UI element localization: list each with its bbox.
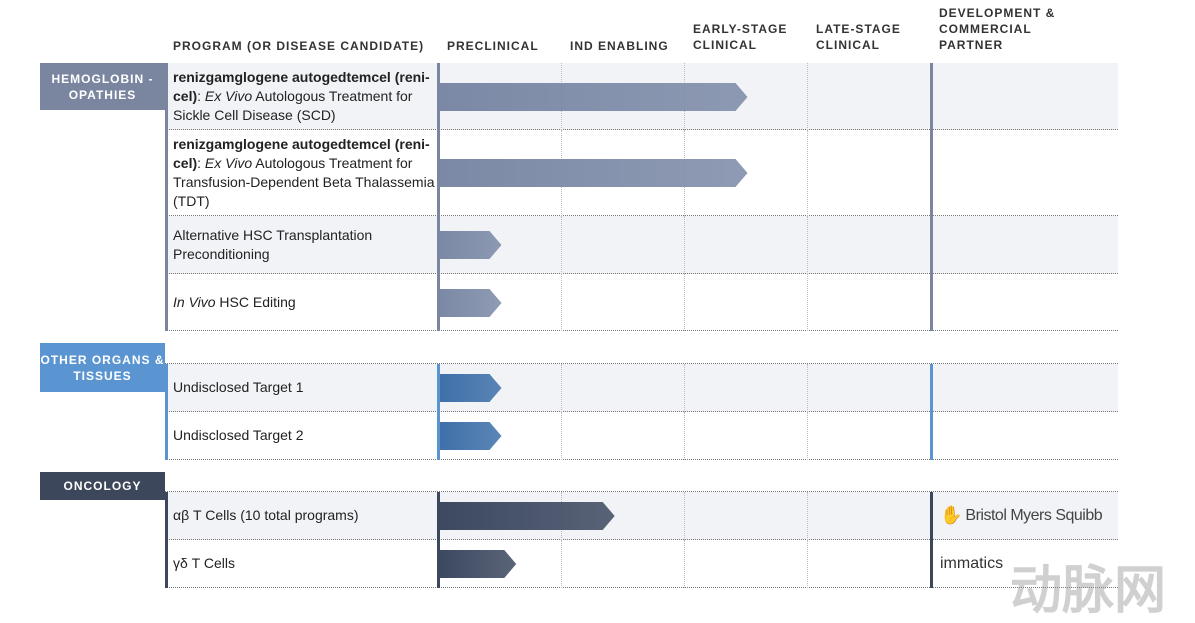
grid-line (807, 540, 809, 588)
header-ind-enabling: IND ENABLING (570, 39, 669, 53)
section-label: OTHER ORGANS & TISSUES (40, 343, 165, 392)
progress-arrow (440, 502, 615, 530)
pipeline-row: renizgamglogene autogedtemcel (reni-cel)… (165, 130, 1118, 216)
program-text: Autologous Treatment for Transfusion-Dep… (173, 154, 435, 209)
program-text: Alternative HSC Transplantation Precondi… (173, 226, 373, 262)
progress-arrow (440, 159, 748, 187)
column-border (437, 364, 440, 460)
program-text: αβ T Cells (10 total programs) (173, 507, 359, 523)
progress-arrow (440, 422, 502, 450)
pipeline-row: Undisclosed Target 1 (165, 364, 1118, 412)
divider (165, 363, 1118, 364)
column-border (165, 364, 168, 460)
column-border (930, 364, 933, 460)
partner-logo: immatics (940, 540, 1003, 587)
program-italic: Ex Vivo (204, 87, 253, 104)
progress-arrow (440, 82, 748, 111)
grid-line (684, 412, 686, 460)
grid-line (561, 364, 563, 412)
program-text: γδ T Cells (173, 555, 235, 571)
grid-line (684, 216, 686, 274)
program-name: Undisclosed Target 2 (173, 412, 438, 459)
grid-line (807, 216, 809, 274)
grid-line (561, 412, 563, 460)
program-text: Undisclosed Target 1 (173, 379, 304, 395)
progress-arrow (440, 374, 502, 402)
pipeline-row: γδ T Cells immatics (165, 540, 1118, 588)
grid-line (561, 540, 563, 588)
grid-line (807, 63, 809, 130)
watermark: 动脉网 (1010, 562, 1167, 620)
pipeline-row: Undisclosed Target 2 (165, 412, 1118, 460)
header-preclinical: PRECLINICAL (447, 39, 539, 53)
program-name: Undisclosed Target 1 (173, 364, 438, 411)
grid-line (684, 364, 686, 412)
program-name: renizgamglogene autogedtemcel (reni-cel)… (173, 63, 438, 129)
bms-hand-icon: ✋ (940, 505, 963, 525)
partner-logo: ✋ Bristol Myers Squibb (940, 492, 1103, 539)
program-name: αβ T Cells (10 total programs) (173, 492, 438, 539)
header-program: PROGRAM (OR DISEASE CANDIDATE) (173, 39, 425, 53)
program-italic: Ex Vivo (204, 154, 253, 171)
column-border (437, 63, 440, 331)
header-partner: DEVELOPMENT & COMMERCIAL PARTNER (939, 6, 1056, 52)
grid-line (684, 492, 686, 540)
column-border (930, 63, 933, 331)
program-name: Alternative HSC Transplantation Precondi… (173, 216, 438, 273)
grid-line (561, 274, 563, 331)
partner-name: immatics (940, 554, 1004, 572)
column-border (165, 63, 168, 331)
program-name: γδ T Cells (173, 540, 438, 587)
grid-line (807, 274, 809, 331)
progress-arrow (440, 288, 502, 317)
grid-line (807, 364, 809, 412)
program-text: HSC Editing (215, 293, 296, 310)
program-name: renizgamglogene autogedtemcel (reni-cel)… (173, 130, 438, 215)
grid-line (807, 412, 809, 460)
program-italic: In Vivo (173, 293, 216, 310)
program-sep: : (197, 87, 205, 104)
column-border (930, 492, 933, 588)
program-bold: renizgamglogene autogedtemcel (reni-cel) (173, 135, 430, 171)
column-border (437, 492, 440, 588)
column-border (165, 492, 168, 588)
header-late-stage: LATE-STAGE CLINICAL (816, 22, 901, 52)
program-bold: renizgamglogene autogedtemcel (reni-cel) (173, 68, 430, 104)
divider (165, 491, 1118, 492)
program-sep: : (197, 154, 205, 171)
section-label: HEMOGLOBIN -OPATHIES (40, 63, 165, 110)
pipeline-row: αβ T Cells (10 total programs) ✋ Bristol M… (165, 492, 1118, 540)
grid-line (561, 216, 563, 274)
progress-arrow (440, 550, 517, 578)
program-text: Undisclosed Target 2 (173, 427, 304, 443)
partner-name: Bristol Myers Squibb (965, 506, 1103, 524)
grid-line (684, 274, 686, 331)
program-text: Autologous Treatment for Sickle Cell Dis… (173, 87, 413, 123)
grid-line (807, 130, 809, 216)
section-label: ONCOLOGY (40, 472, 165, 500)
pipeline-row: In Vivo HSC Editing (165, 274, 1118, 331)
grid-line (684, 540, 686, 588)
pipeline-row: renizgamglogene autogedtemcel (reni-cel)… (165, 63, 1118, 130)
program-name: In Vivo HSC Editing (173, 274, 438, 330)
progress-arrow (440, 231, 502, 259)
grid-line (807, 492, 809, 540)
pipeline-row: Alternative HSC Transplantation Precondi… (165, 216, 1118, 274)
header-early-stage: EARLY-STAGE CLINICAL (693, 22, 788, 52)
